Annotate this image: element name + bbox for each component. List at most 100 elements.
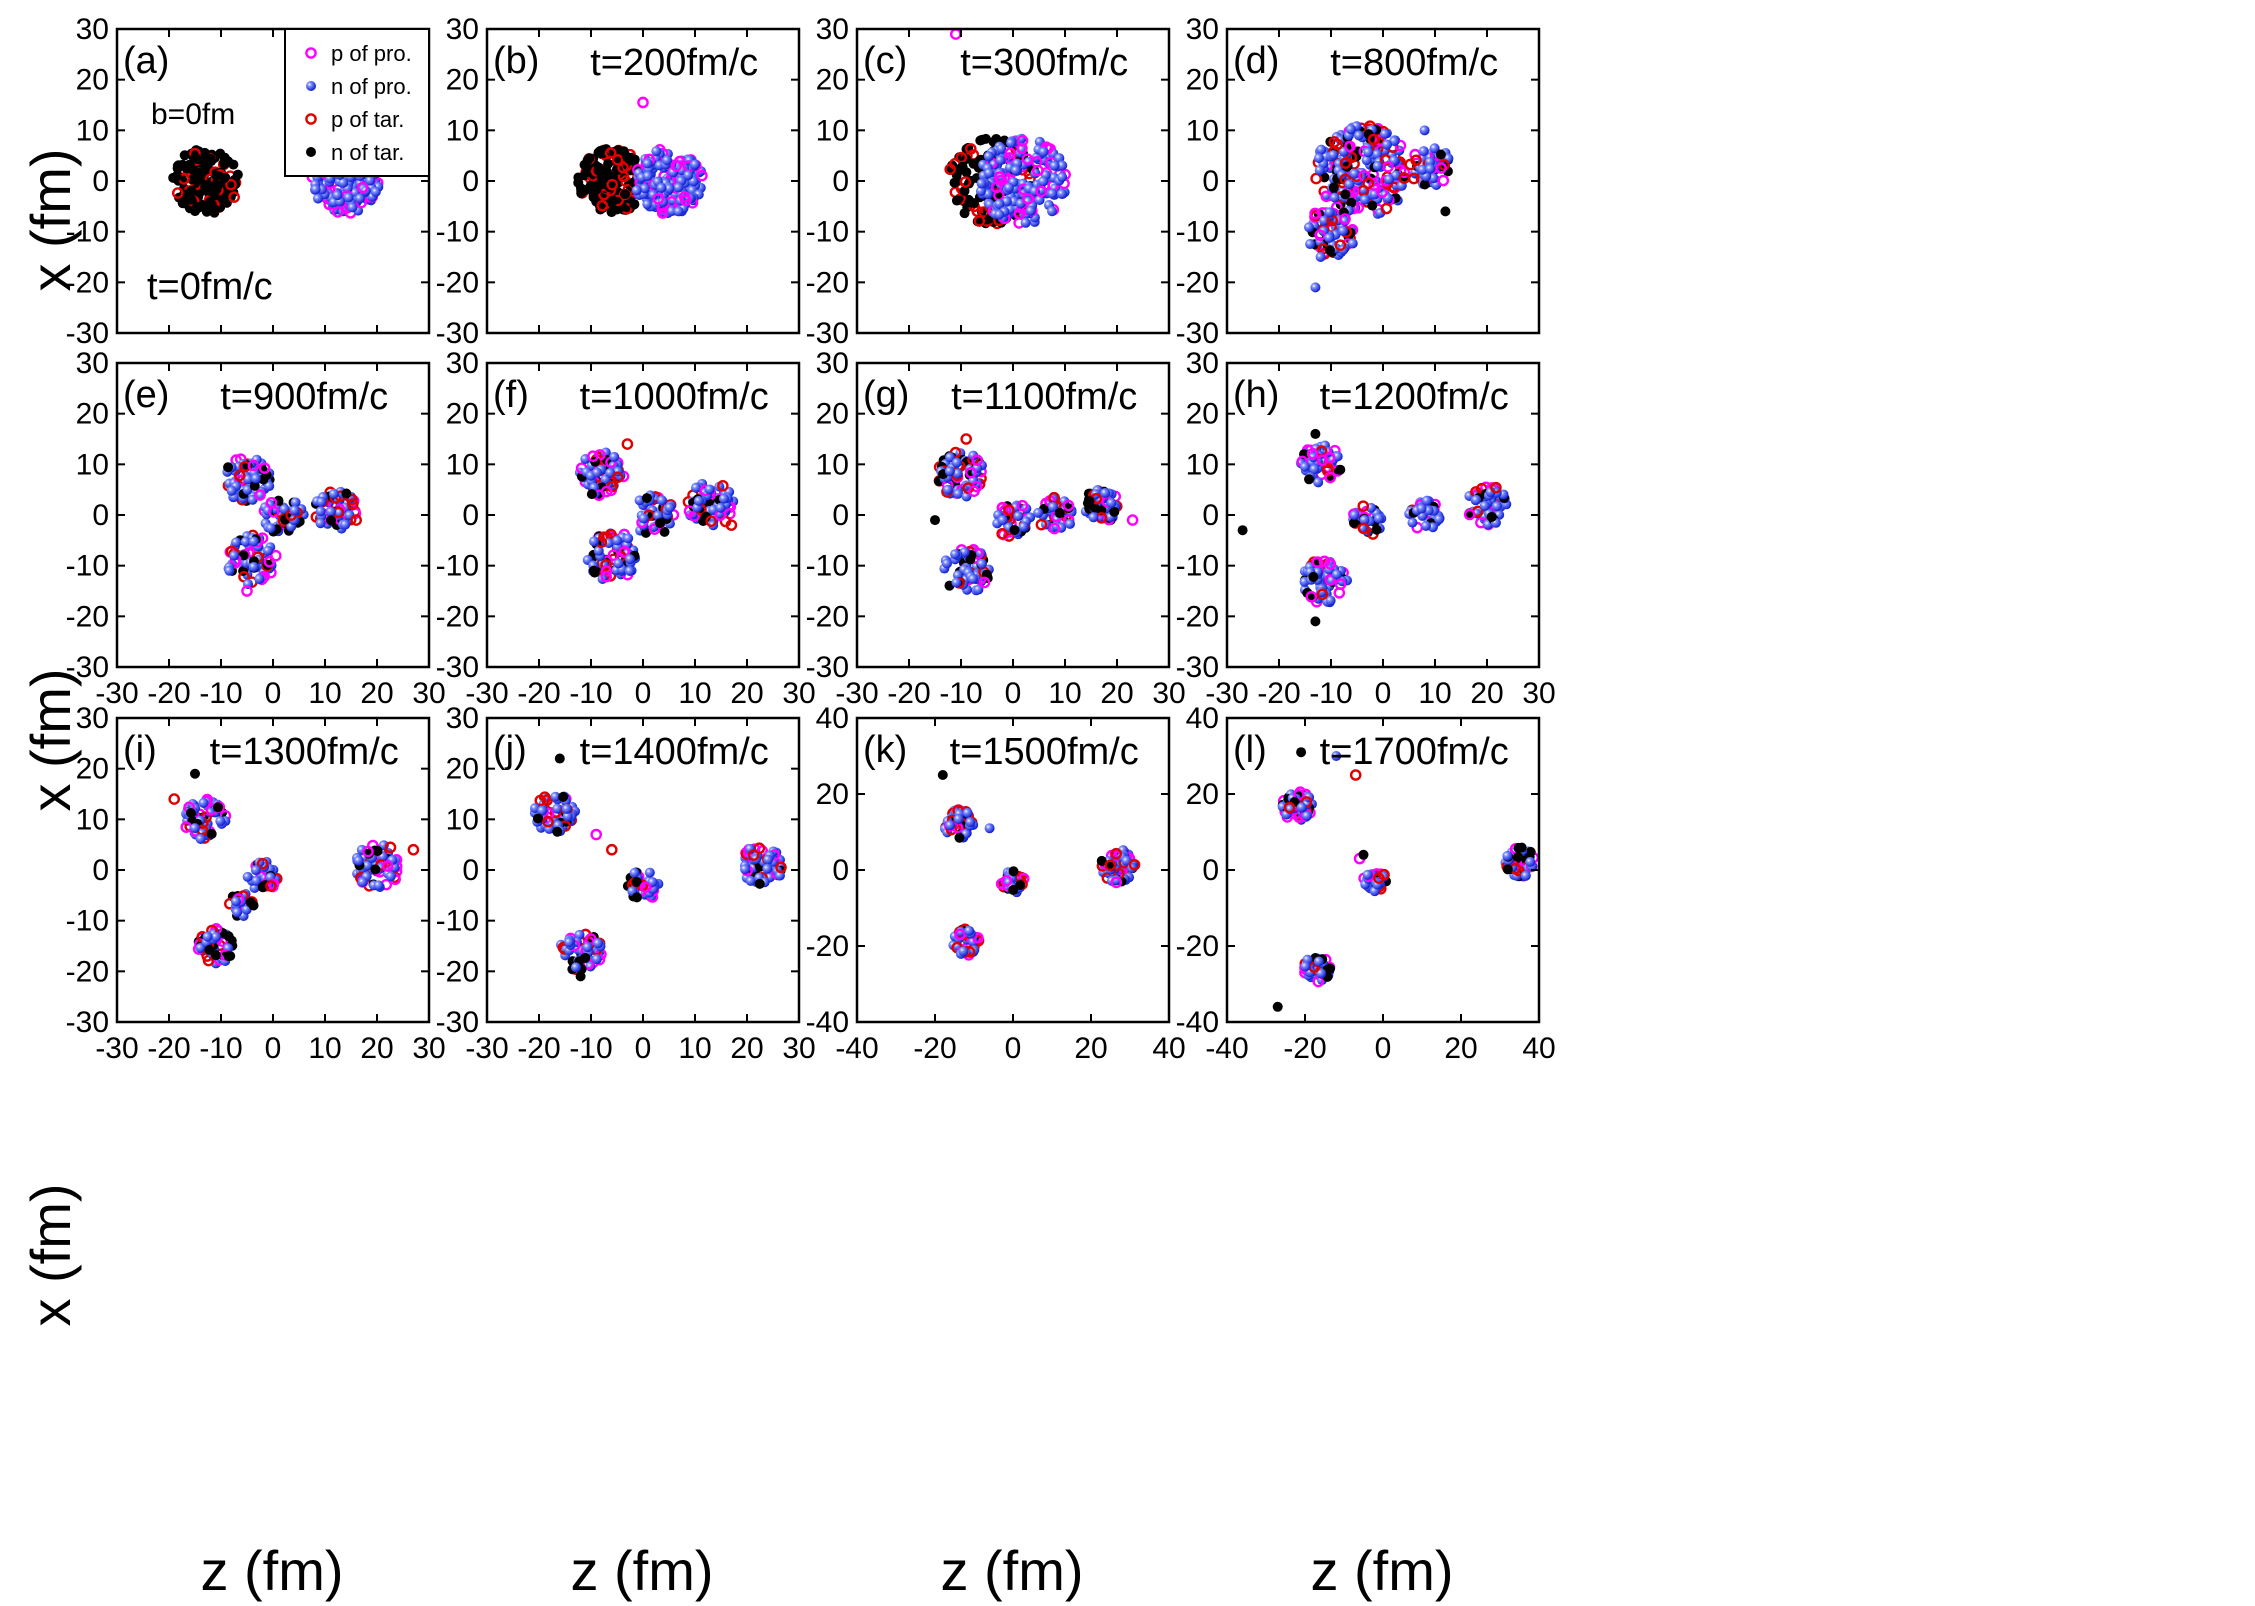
particle-n-pro <box>1525 856 1536 867</box>
y-tick-label: 30 <box>76 13 109 46</box>
particle-p-pro <box>1333 587 1346 599</box>
time-label: t=1700fm/c <box>1320 731 1509 773</box>
y-tick-label: 10 <box>1186 448 1219 481</box>
particle-p-tar <box>604 147 617 159</box>
y-tick-label: 10 <box>76 803 109 836</box>
particle-n-pro <box>1121 855 1132 866</box>
legend-marker-p-tar <box>305 113 317 125</box>
particle-n-pro <box>265 523 276 534</box>
particle-n-tar <box>588 192 599 203</box>
particle-n-tar <box>1502 864 1513 875</box>
particle-p-pro <box>1030 155 1043 168</box>
particle-n-pro <box>997 515 1008 526</box>
y-tick-label: -20 <box>66 955 109 988</box>
particle-p-pro <box>1048 522 1061 535</box>
panel-label: (b) <box>493 40 539 82</box>
particle-n-pro <box>1033 507 1044 518</box>
particle-n-pro <box>354 193 365 204</box>
particle-n-pro <box>1313 956 1324 967</box>
particle-n-pro <box>310 184 321 195</box>
particle-n-pro <box>1416 503 1427 514</box>
x-tick-label: 20 <box>730 677 763 710</box>
particle-n-pro <box>562 811 573 822</box>
particle-n-tar <box>629 199 640 210</box>
particle-n-tar <box>206 828 217 839</box>
stray-particle-n-tar <box>1237 525 1248 536</box>
particle-n-pro <box>1324 207 1335 218</box>
particle-n-pro <box>1382 139 1393 150</box>
particle-n-tar <box>558 791 569 802</box>
stray-particle-p-tar <box>621 438 634 450</box>
particle-p-pro <box>362 845 374 858</box>
particle-p-tar <box>1367 133 1380 146</box>
particle-n-pro <box>1429 143 1440 154</box>
particle-n-pro <box>325 506 336 517</box>
particle-n-pro <box>1359 514 1370 525</box>
particle-n-tar <box>1486 511 1497 522</box>
panel-i: -30 -20 -10 0 10 20 30 -30 -20 -10 0 10 20 30 (i) t=130… <box>66 702 446 1065</box>
particle-n-pro <box>1360 194 1371 205</box>
x-tick-label: 20 <box>730 1032 763 1065</box>
particle-n-pro <box>353 855 364 866</box>
particle-n-pro <box>343 192 354 203</box>
particle-p-pro <box>1324 574 1337 586</box>
particle-n-pro <box>962 807 973 818</box>
particle-n-pro <box>662 155 673 166</box>
particle-p-tar <box>717 479 729 492</box>
stray-particle-n-tar <box>190 768 200 779</box>
particle-p-pro <box>1306 447 1319 460</box>
y-tick-label: 20 <box>446 753 479 786</box>
particle-n-pro <box>316 496 327 507</box>
particle-n-pro <box>976 558 987 569</box>
particle-n-tar <box>586 489 597 500</box>
particle-p-tar <box>705 515 717 528</box>
particle-p-pro <box>965 466 977 479</box>
particle-n-pro <box>1316 144 1327 155</box>
particle-n-pro <box>1013 511 1024 522</box>
stray-particle-n-pro <box>1331 751 1342 761</box>
particle-p-tar <box>617 161 629 174</box>
particle-n-pro <box>639 183 650 194</box>
particle-n-pro <box>1384 174 1395 185</box>
legend-label: n of tar. <box>331 140 404 165</box>
x-tick-label: 40 <box>1152 1032 1185 1065</box>
particle-n-tar <box>1008 866 1019 877</box>
particle-n-pro <box>537 805 548 816</box>
y-tick-label: -20 <box>806 600 849 633</box>
stray-particle-p-tar <box>960 433 973 445</box>
particle-n-pro <box>983 151 994 162</box>
x-tick-label: -30 <box>465 1032 508 1065</box>
time-label: t=1500fm/c <box>950 731 1139 773</box>
particle-p-pro <box>267 506 280 518</box>
particle-n-pro <box>215 816 226 827</box>
particle-n-tar <box>631 892 642 903</box>
legend-label: n of pro. <box>331 74 412 99</box>
particle-p-tar <box>265 880 277 892</box>
y-tick-label: -30 <box>436 651 479 684</box>
particle-n-tar <box>1419 179 1430 190</box>
y-tick-label: 0 <box>832 854 849 887</box>
particle-n-tar <box>370 864 381 875</box>
stray-particle-n-pro <box>1049 160 1060 171</box>
legend-label: p of tar. <box>331 107 404 132</box>
particle-p-pro <box>381 860 394 872</box>
particle-n-tar <box>1367 200 1378 211</box>
panel-label: (e) <box>123 374 169 416</box>
panel-label: (f) <box>493 374 529 416</box>
particle-n-pro <box>950 549 961 560</box>
particle-n-pro <box>1417 164 1428 175</box>
y-tick-label: 0 <box>832 499 849 532</box>
time-label: t=1100fm/c <box>951 376 1137 418</box>
x-axis-label-col1: z (fm) <box>200 1539 343 1602</box>
x-tick-label: 20 <box>1444 1032 1477 1065</box>
particle-n-pro <box>1331 569 1342 580</box>
particle-n-pro <box>1502 850 1513 861</box>
particle-n-tar <box>1348 518 1359 529</box>
y-tick-label: 30 <box>76 702 109 735</box>
particle-n-pro <box>189 823 200 834</box>
particle-n-pro <box>1520 870 1531 881</box>
particle-p-tar <box>1357 522 1370 535</box>
panel-label: (l) <box>1233 729 1267 771</box>
particle-p-pro <box>1437 174 1450 187</box>
particle-n-pro <box>240 536 251 547</box>
